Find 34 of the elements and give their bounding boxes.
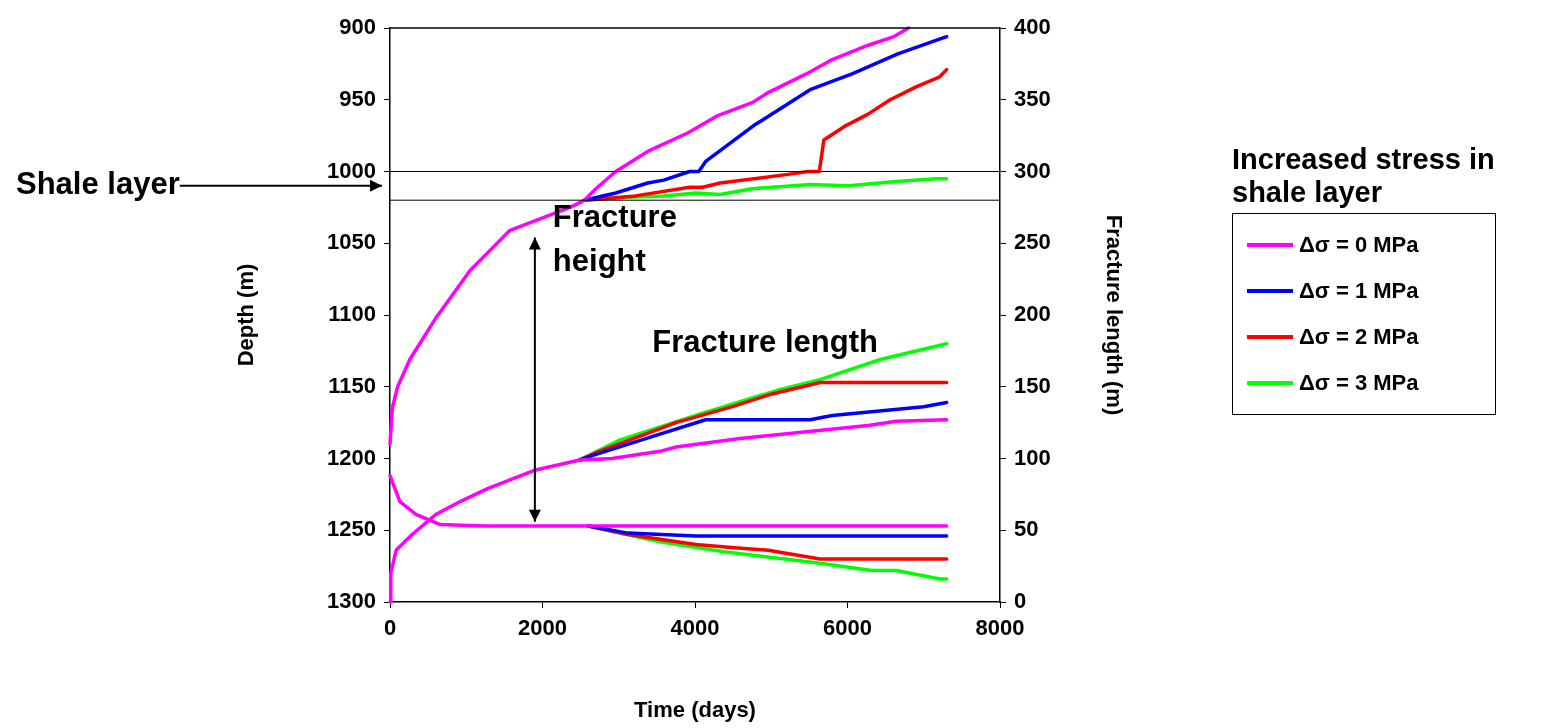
y-tick-label: 1000 (327, 157, 376, 183)
y2-tick-label: 250 (1014, 229, 1051, 255)
x-axis-title: Time (days) (634, 696, 756, 722)
y2-tick-label: 400 (1014, 14, 1051, 40)
annotation: Fracture length (652, 323, 878, 359)
y2-tick-label: 0 (1014, 588, 1027, 614)
y2-tick-label: 100 (1014, 444, 1051, 470)
y2-tick-label: 50 (1014, 516, 1039, 542)
legend-label: Δσ = 2 MPa (1299, 324, 1419, 350)
legend-label: Δσ = 3 MPa (1299, 370, 1419, 396)
annotation: Fracture height (552, 199, 677, 279)
y2-tick-label: 150 (1014, 372, 1051, 398)
text: Shale layer (16, 166, 180, 202)
x-tick-label: 4000 (670, 615, 720, 641)
y-tick-label: 1300 (327, 588, 376, 614)
y-tick-label: 900 (339, 14, 376, 40)
y2-tick-label: 300 (1014, 157, 1051, 183)
y2-tick-label: 350 (1014, 85, 1051, 111)
y-tick-label: 950 (339, 85, 376, 111)
x-tick-label: 6000 (823, 615, 872, 641)
y-axis-title: Depth (m) (233, 263, 259, 367)
y2-axis-title: Fracture length (m) (1101, 214, 1127, 416)
y-tick-label: 1150 (328, 372, 376, 398)
x-tick-label: 0 (383, 615, 397, 641)
y-tick-label: 1200 (327, 444, 376, 470)
y-tick-label: 1050 (327, 229, 376, 255)
y2-tick-label: 200 (1014, 301, 1051, 327)
legend-label: Δσ = 1 MPa (1299, 278, 1419, 304)
x-tick-label: 8000 (975, 615, 1025, 641)
y-tick-label: 1250 (327, 516, 376, 542)
legend-label: Δσ = 0 MPa (1299, 232, 1419, 258)
legend-title: Increased stress in shale layer (1232, 143, 1496, 209)
x-tick-label: 2000 (518, 615, 567, 641)
y-tick-label: 1100 (328, 301, 376, 327)
